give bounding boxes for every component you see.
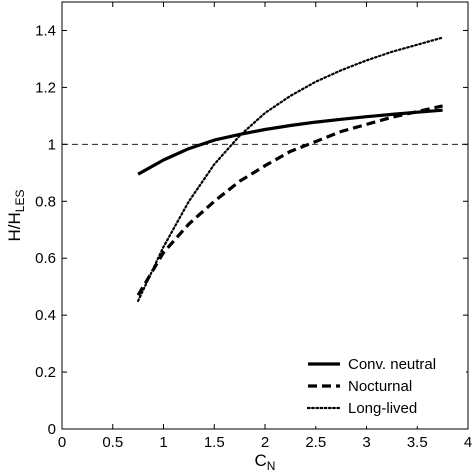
x-tick-label: 1.5 [204, 434, 225, 451]
x-tick-label: 3 [362, 434, 370, 451]
series-line-2 [136, 104, 443, 297]
y-tick-label: 0.6 [35, 250, 56, 267]
y-tick-label: 0.2 [35, 364, 56, 381]
series-layer [136, 36, 444, 302]
y-axis-label: H/HLES [5, 190, 27, 242]
axis-labels: CN H/HLES [5, 190, 275, 473]
y-tick-label: 0.8 [35, 193, 56, 210]
series-line-1 [137, 108, 443, 176]
y-tick-label: 1.2 [35, 79, 56, 96]
series-line-3 [137, 36, 444, 302]
x-axis-label: CN [255, 451, 276, 473]
x-tick-label: 0 [58, 434, 66, 451]
legend: Conv. neutral Nocturnal Long-lived [300, 352, 466, 426]
x-tick-label: 2.5 [305, 434, 326, 451]
legend-label-1: Conv. neutral [348, 356, 436, 373]
x-tick-label: 0.5 [102, 434, 123, 451]
x-axis-label-sub: N [267, 459, 276, 473]
y-tick-label: 1.4 [35, 22, 56, 39]
x-tick-label: 1 [159, 434, 167, 451]
y-axis-label-main: H/H [5, 212, 24, 241]
y-axis-label-sub: LES [13, 190, 27, 213]
legend-label-2: Nocturnal [348, 378, 412, 395]
y-tick-label: 1 [48, 136, 56, 153]
legend-label-3: Long-lived [348, 400, 417, 417]
x-tick-label: 2 [261, 434, 269, 451]
x-tick-label: 4 [464, 434, 472, 451]
x-tick-label: 3.5 [407, 434, 428, 451]
y-tick-label: 0 [48, 421, 56, 438]
x-axis-label-main: C [255, 451, 267, 470]
y-tick-label: 0.4 [35, 307, 56, 324]
